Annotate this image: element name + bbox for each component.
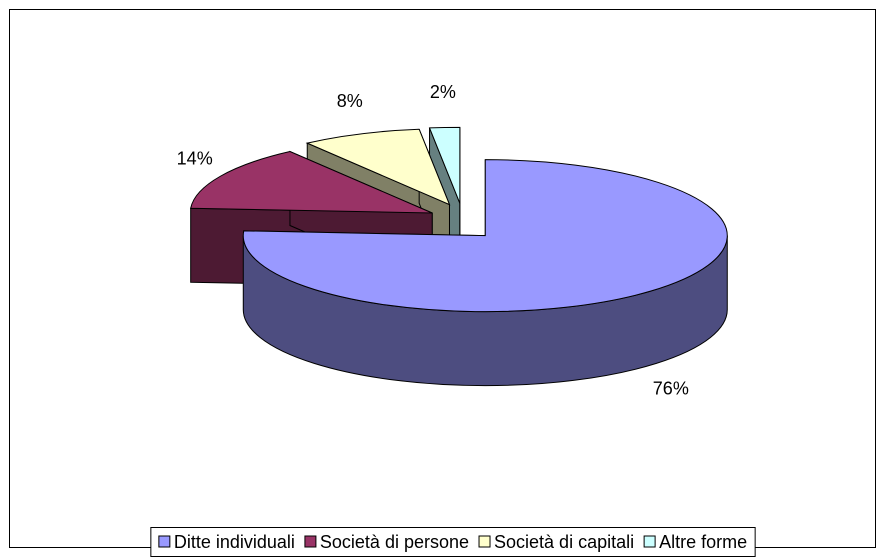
slice-top: [190, 150, 433, 214]
slice-top: [305, 128, 451, 206]
data-label: 76%: [653, 379, 689, 399]
pie: 76% 14% 8% 2%: [177, 82, 728, 399]
data-label: 14%: [177, 149, 213, 169]
data-label: 2%: [430, 82, 456, 102]
legend-swatch: [304, 535, 317, 548]
legend-label: Società di capitali: [494, 532, 634, 552]
legend-label: Ditte individuali: [174, 532, 295, 552]
slice: [242, 159, 728, 387]
legend-label: Altre forme: [659, 532, 747, 552]
slice-top: [242, 159, 728, 313]
legend-swatch: [643, 535, 656, 548]
legend-swatch: [478, 535, 491, 548]
slice-top: [428, 126, 461, 204]
legend-items: Ditte individuali Società di persone Socie…: [158, 532, 747, 552]
data-label: 8%: [337, 91, 363, 111]
legend-label: Società di persone: [320, 532, 469, 552]
legend-swatch: [158, 535, 171, 548]
